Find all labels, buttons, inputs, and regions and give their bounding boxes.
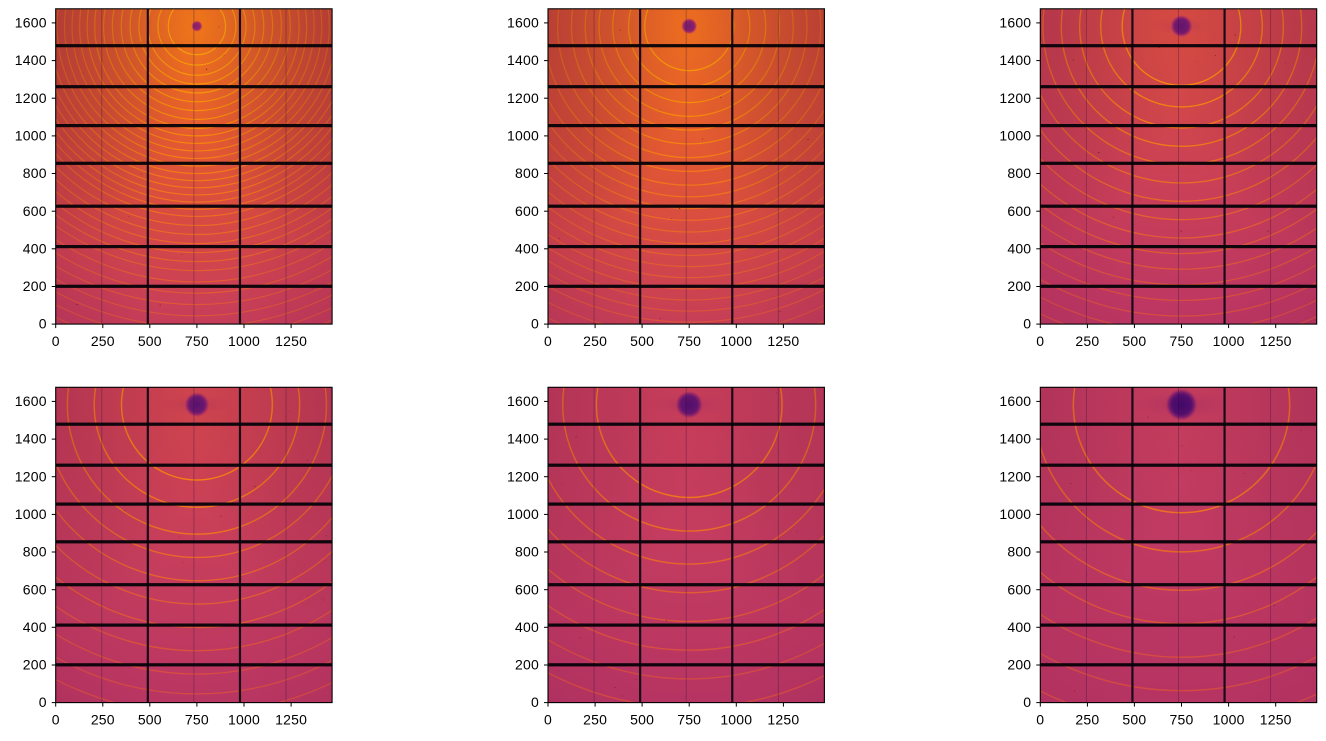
svg-text:1200: 1200 — [15, 90, 47, 106]
svg-text:1000: 1000 — [228, 333, 260, 349]
svg-text:500: 500 — [630, 333, 654, 349]
svg-text:200: 200 — [23, 278, 47, 294]
svg-text:1000: 1000 — [999, 506, 1031, 522]
svg-text:1250: 1250 — [275, 711, 307, 727]
svg-text:750: 750 — [185, 333, 209, 349]
svg-text:750: 750 — [1170, 711, 1194, 727]
svg-text:0: 0 — [39, 694, 47, 710]
svg-text:0: 0 — [52, 333, 60, 349]
svg-text:200: 200 — [1007, 278, 1031, 294]
svg-text:0: 0 — [1023, 316, 1031, 332]
svg-text:1000: 1000 — [1213, 711, 1245, 727]
svg-text:1000: 1000 — [507, 128, 539, 144]
svg-text:600: 600 — [23, 203, 47, 219]
svg-text:1400: 1400 — [999, 52, 1031, 68]
svg-text:400: 400 — [515, 240, 539, 256]
svg-text:1400: 1400 — [15, 52, 47, 68]
svg-text:250: 250 — [91, 711, 115, 727]
svg-text:1600: 1600 — [999, 393, 1031, 409]
svg-text:400: 400 — [23, 240, 47, 256]
svg-text:0: 0 — [1036, 333, 1044, 349]
svg-text:0: 0 — [52, 711, 60, 727]
svg-text:500: 500 — [1122, 333, 1146, 349]
svg-text:600: 600 — [1007, 203, 1031, 219]
svg-text:1200: 1200 — [15, 468, 47, 484]
svg-text:200: 200 — [23, 657, 47, 673]
svg-text:1600: 1600 — [999, 15, 1031, 31]
svg-text:1000: 1000 — [720, 333, 752, 349]
svg-text:1600: 1600 — [15, 393, 47, 409]
svg-text:0: 0 — [531, 694, 539, 710]
svg-text:800: 800 — [1007, 544, 1031, 560]
svg-text:1000: 1000 — [228, 711, 260, 727]
svg-text:0: 0 — [544, 711, 552, 727]
svg-text:0: 0 — [39, 316, 47, 332]
svg-text:1600: 1600 — [507, 15, 539, 31]
svg-text:750: 750 — [677, 711, 701, 727]
svg-text:250: 250 — [583, 711, 607, 727]
svg-text:750: 750 — [185, 711, 209, 727]
svg-text:400: 400 — [515, 619, 539, 635]
svg-text:250: 250 — [91, 333, 115, 349]
svg-text:800: 800 — [515, 165, 539, 181]
svg-text:250: 250 — [1075, 333, 1099, 349]
svg-text:1200: 1200 — [507, 90, 539, 106]
svg-text:750: 750 — [677, 333, 701, 349]
svg-text:1000: 1000 — [1213, 333, 1245, 349]
svg-text:1000: 1000 — [15, 128, 47, 144]
svg-text:1250: 1250 — [767, 333, 799, 349]
svg-text:1000: 1000 — [720, 711, 752, 727]
svg-text:500: 500 — [138, 711, 162, 727]
svg-text:1200: 1200 — [507, 468, 539, 484]
svg-text:1250: 1250 — [767, 711, 799, 727]
svg-text:600: 600 — [515, 203, 539, 219]
svg-text:500: 500 — [138, 333, 162, 349]
svg-text:1400: 1400 — [999, 431, 1031, 447]
svg-text:1250: 1250 — [1260, 333, 1292, 349]
svg-text:1250: 1250 — [275, 333, 307, 349]
svg-text:0: 0 — [531, 316, 539, 332]
svg-text:600: 600 — [1007, 581, 1031, 597]
svg-text:0: 0 — [1023, 694, 1031, 710]
svg-text:600: 600 — [515, 581, 539, 597]
svg-text:800: 800 — [1007, 165, 1031, 181]
svg-text:1000: 1000 — [15, 506, 47, 522]
svg-text:800: 800 — [23, 544, 47, 560]
svg-text:1000: 1000 — [999, 128, 1031, 144]
svg-text:500: 500 — [1122, 711, 1146, 727]
svg-text:600: 600 — [23, 581, 47, 597]
svg-text:1250: 1250 — [1260, 711, 1292, 727]
svg-text:250: 250 — [1075, 711, 1099, 727]
svg-text:1200: 1200 — [999, 90, 1031, 106]
svg-text:800: 800 — [23, 165, 47, 181]
svg-text:0: 0 — [1036, 711, 1044, 727]
svg-text:250: 250 — [583, 333, 607, 349]
svg-text:200: 200 — [515, 278, 539, 294]
svg-text:1200: 1200 — [999, 468, 1031, 484]
svg-text:1400: 1400 — [507, 52, 539, 68]
svg-text:1400: 1400 — [15, 431, 47, 447]
svg-text:750: 750 — [1170, 333, 1194, 349]
svg-text:400: 400 — [23, 619, 47, 635]
svg-text:200: 200 — [1007, 657, 1031, 673]
svg-text:200: 200 — [515, 657, 539, 673]
svg-text:800: 800 — [515, 544, 539, 560]
svg-text:400: 400 — [1007, 240, 1031, 256]
svg-text:1600: 1600 — [507, 393, 539, 409]
svg-text:1000: 1000 — [507, 506, 539, 522]
svg-text:400: 400 — [1007, 619, 1031, 635]
svg-text:500: 500 — [630, 711, 654, 727]
svg-text:1400: 1400 — [507, 431, 539, 447]
svg-text:0: 0 — [544, 333, 552, 349]
svg-text:1600: 1600 — [15, 15, 47, 31]
